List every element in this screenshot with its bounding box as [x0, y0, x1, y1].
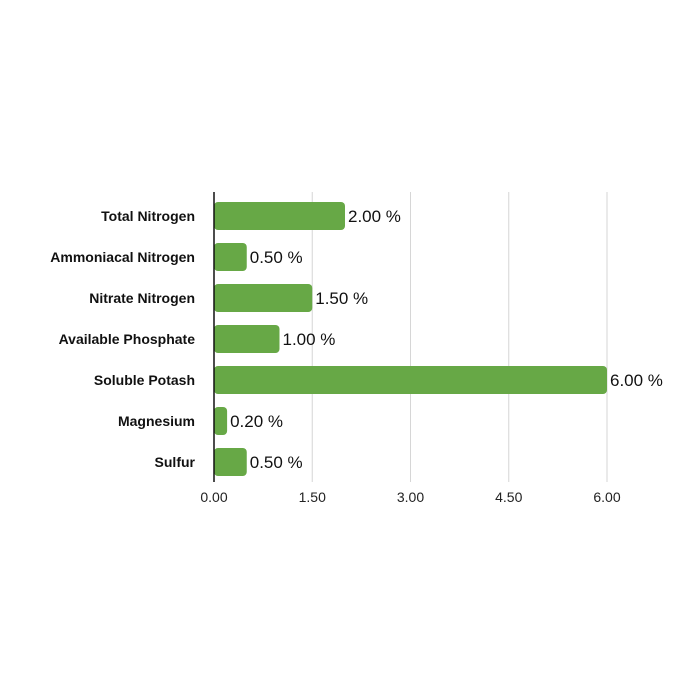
- category-label: Nitrate Nitrogen: [89, 290, 195, 306]
- category-label: Magnesium: [118, 413, 195, 429]
- bar: [214, 202, 345, 230]
- x-tick-label: 3.00: [397, 489, 424, 505]
- x-tick-label: 4.50: [495, 489, 522, 505]
- category-label: Total Nitrogen: [101, 208, 195, 224]
- x-tick-label: 6.00: [593, 489, 620, 505]
- x-tick-label: 0.00: [200, 489, 227, 505]
- category-label: Available Phosphate: [59, 331, 196, 347]
- category-label: Soluble Potash: [94, 372, 195, 388]
- x-tick-label: 1.50: [299, 489, 326, 505]
- data-label: 6.00 %: [610, 371, 663, 390]
- data-label: 0.50 %: [250, 453, 303, 472]
- bar: [214, 284, 313, 312]
- data-label: 0.50 %: [250, 248, 303, 267]
- bar: [214, 366, 607, 394]
- data-label: 2.00 %: [348, 207, 401, 226]
- bar: [214, 407, 228, 435]
- bar: [214, 243, 247, 271]
- data-label: 0.20 %: [230, 412, 283, 431]
- bar: [214, 448, 247, 476]
- data-label: 1.00 %: [283, 330, 336, 349]
- data-label: 1.50 %: [315, 289, 368, 308]
- category-label: Sulfur: [155, 454, 196, 470]
- category-label: Ammoniacal Nitrogen: [50, 249, 195, 265]
- bar: [214, 325, 280, 353]
